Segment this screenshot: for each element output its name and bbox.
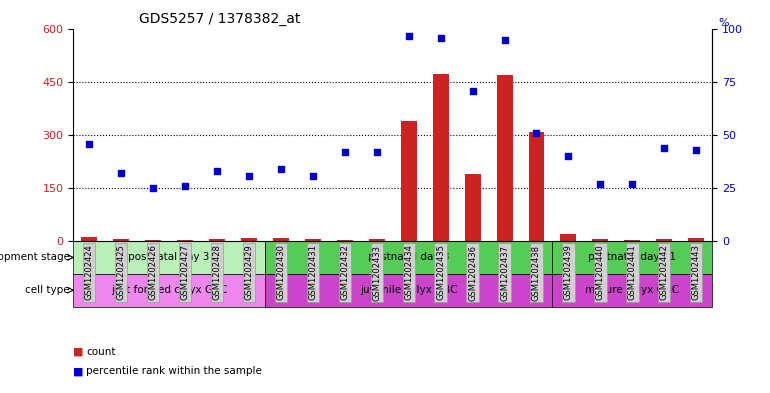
Bar (433, 73, 449, 241)
Bar (336, 240, 353, 241)
Text: GSM1202441: GSM1202441 (628, 244, 637, 300)
Text: cell type: cell type (25, 285, 70, 295)
Bar (209, 239, 225, 241)
Bar (400, 121, 417, 241)
Text: count: count (86, 347, 115, 357)
Point (147, 185, 159, 191)
Text: percentile rank within the sample: percentile rank within the sample (86, 366, 262, 376)
Text: %: % (718, 18, 729, 28)
Bar (113, 239, 129, 241)
Point (339, 149, 351, 155)
Text: GSM1202429: GSM1202429 (244, 244, 253, 300)
Text: GDS5257 / 1378382_at: GDS5257 / 1378382_at (139, 11, 300, 26)
Point (626, 181, 638, 187)
Point (594, 181, 607, 187)
Bar (265, 274, 553, 307)
Bar (369, 239, 385, 241)
Point (306, 173, 319, 179)
Point (115, 170, 127, 176)
Bar (553, 274, 712, 307)
Point (562, 153, 574, 160)
Text: GSM1202439: GSM1202439 (564, 244, 573, 300)
Text: GSM1202440: GSM1202440 (596, 244, 605, 300)
Point (243, 173, 255, 179)
Point (434, 35, 447, 41)
Bar (553, 241, 712, 274)
Text: ■: ■ (73, 347, 84, 357)
Point (83, 141, 95, 147)
Bar (81, 237, 97, 241)
Bar (688, 238, 705, 241)
Text: just formed calyx GBC: just formed calyx GBC (111, 285, 227, 295)
Bar (73, 241, 265, 274)
Text: postnatal day 21: postnatal day 21 (588, 252, 676, 263)
Point (403, 33, 415, 39)
Point (690, 147, 702, 153)
Text: GSM1202436: GSM1202436 (468, 244, 477, 301)
Text: GSM1202426: GSM1202426 (149, 244, 158, 300)
Text: GSM1202430: GSM1202430 (276, 244, 286, 300)
Text: GSM1202427: GSM1202427 (180, 244, 189, 300)
Text: GSM1202442: GSM1202442 (660, 244, 669, 300)
Bar (305, 239, 321, 241)
Text: GSM1202432: GSM1202432 (340, 244, 350, 300)
Bar (561, 234, 577, 241)
Text: GSM1202438: GSM1202438 (532, 244, 541, 301)
Bar (592, 239, 608, 241)
Text: GSM1202435: GSM1202435 (436, 244, 445, 300)
Text: postnatal day 3: postnatal day 3 (129, 252, 209, 263)
Bar (624, 240, 641, 241)
Bar (265, 241, 553, 274)
Text: postnatal day 8: postnatal day 8 (368, 252, 450, 263)
Point (211, 168, 223, 174)
Text: GSM1202433: GSM1202433 (372, 244, 381, 301)
Point (531, 130, 543, 136)
Bar (528, 132, 544, 241)
Point (275, 166, 287, 172)
Text: GSM1202431: GSM1202431 (308, 244, 317, 300)
Point (370, 149, 383, 155)
Text: GSM1202437: GSM1202437 (500, 244, 509, 301)
Bar (241, 238, 257, 241)
Point (179, 183, 191, 189)
Text: GSM1202434: GSM1202434 (404, 244, 413, 300)
Text: GSM1202443: GSM1202443 (691, 244, 701, 300)
Bar (464, 174, 480, 241)
Text: GSM1202424: GSM1202424 (85, 244, 94, 300)
Bar (73, 274, 265, 307)
Point (467, 88, 479, 94)
Text: GSM1202425: GSM1202425 (116, 244, 126, 300)
Text: juvenile calyx GBC: juvenile calyx GBC (360, 285, 457, 295)
Text: GSM1202428: GSM1202428 (213, 244, 222, 300)
Bar (497, 75, 513, 241)
Point (658, 145, 671, 151)
Text: development stage: development stage (0, 252, 70, 263)
Bar (656, 239, 672, 241)
Point (498, 37, 511, 43)
Text: ■: ■ (73, 366, 84, 376)
Bar (273, 238, 289, 241)
Text: mature calyx GBC: mature calyx GBC (585, 285, 679, 295)
